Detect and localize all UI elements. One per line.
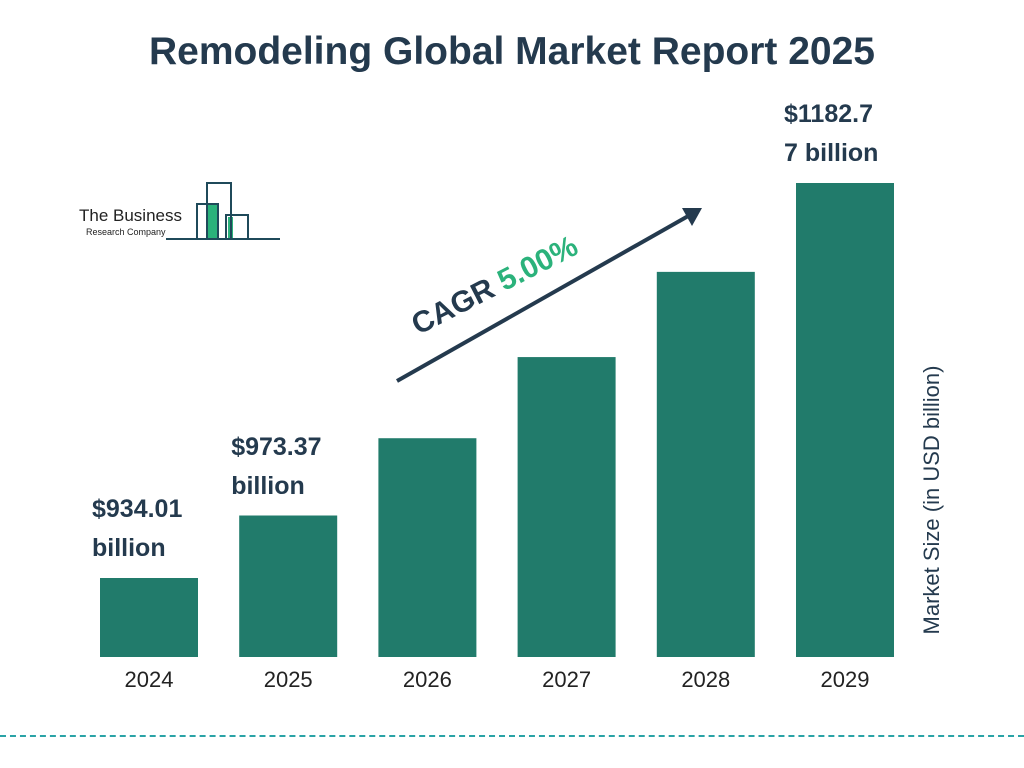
bar-2028 xyxy=(656,271,755,657)
x-tick-label: 2028 xyxy=(681,667,730,692)
cagr-arrow-line xyxy=(396,213,691,383)
data-label-2024: $934.01 billion xyxy=(92,495,183,562)
bar-2024 xyxy=(100,578,198,657)
bar-2029 xyxy=(796,183,894,657)
data-label-2029: $1182.7 7 billion xyxy=(784,100,879,167)
dashed-divider xyxy=(0,735,1024,737)
x-tick-label: 2029 xyxy=(821,667,870,692)
bar-2025 xyxy=(239,515,338,657)
x-tick-label: 2025 xyxy=(264,667,313,692)
bar-2026 xyxy=(378,438,477,657)
bar-2027 xyxy=(517,357,616,657)
logo-text-main: The Business xyxy=(79,206,182,225)
logo-text-sub: Research Company xyxy=(86,227,166,237)
x-tick-label: 2027 xyxy=(542,667,591,692)
x-tick-label: 2026 xyxy=(403,667,452,692)
x-tick-label: 2024 xyxy=(125,667,174,692)
cagr-arrow-head-icon xyxy=(682,208,702,226)
data-label-2025: $973.37 billion xyxy=(231,432,322,500)
logo-buildings-icon xyxy=(166,182,280,240)
chart-title: Remodeling Global Market Report 2025 xyxy=(148,30,875,73)
company-logo: The Business Research Company xyxy=(70,175,290,250)
y-axis-label: Market Size (in USD billion) xyxy=(919,365,944,635)
